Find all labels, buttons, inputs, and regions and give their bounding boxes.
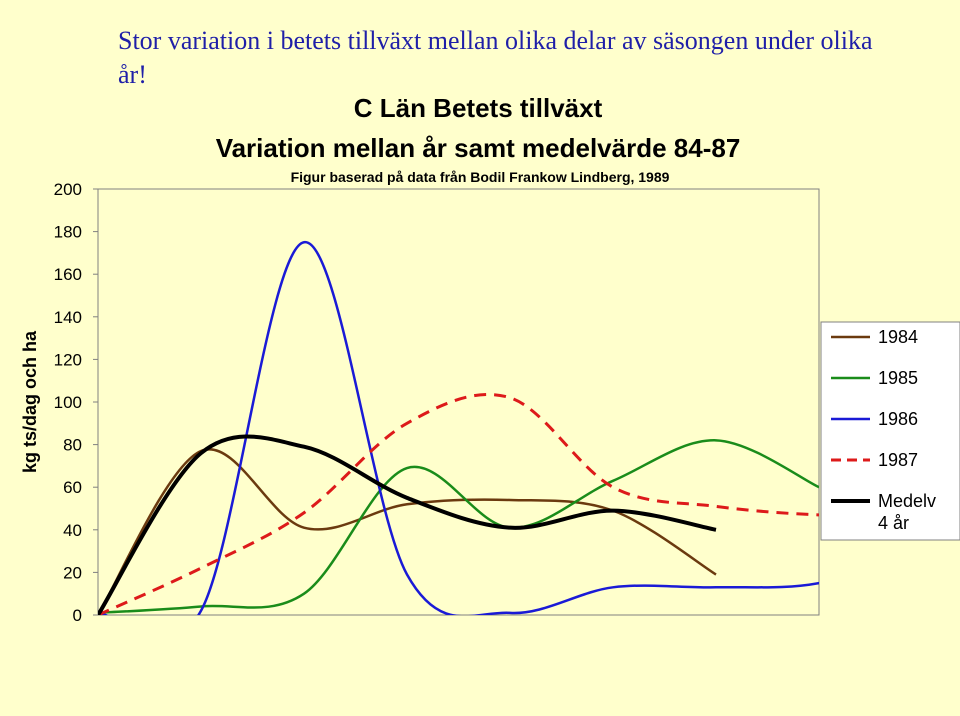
y-tick-label: 200 [54,180,82,199]
slide-title: Stor variation i betets tillväxt mellan … [118,26,873,89]
y-axis: 0 20 40 60 80 100 120 140 160 180 200 [54,180,98,625]
y-tick-label: 0 [73,606,82,625]
chart-subtitle: Variation mellan år samt medelvärde 84-8… [216,133,741,163]
chart-source-note: Figur baserad på data från Bodil Frankow… [291,169,670,185]
y-tick-label: 20 [63,563,82,582]
series-line-2 [98,439,819,615]
y-tick-label: 140 [54,308,82,327]
chart-title: C Län Betets tillväxt [354,93,603,123]
y-tick-label: 40 [63,521,82,540]
y-tick-label: 120 [54,350,82,369]
legend-label-5: Medelv 4 år [878,491,936,533]
series-layer [98,240,819,615]
y-tick-label: 160 [54,265,82,284]
y-axis-label: kg ts/dag och ha [20,330,40,473]
y-tick-label: 180 [54,223,82,242]
legend-label-1: 1984 [878,327,918,347]
y-tick-label: 60 [63,478,82,497]
legend-label-3: 1986 [878,409,918,429]
plot-area [97,188,820,616]
series-line-4 [98,393,819,615]
y-tick-label: 80 [63,436,82,455]
y-tick-label: 100 [54,393,82,412]
series-line-5 [98,434,717,615]
legend-label-4: 1987 [878,450,918,470]
series-line-3 [98,240,819,615]
legend-label-2: 1985 [878,368,918,388]
legend: 1984 1985 1986 1987 Medelv 4 år [820,321,960,541]
legend-box [820,321,960,541]
